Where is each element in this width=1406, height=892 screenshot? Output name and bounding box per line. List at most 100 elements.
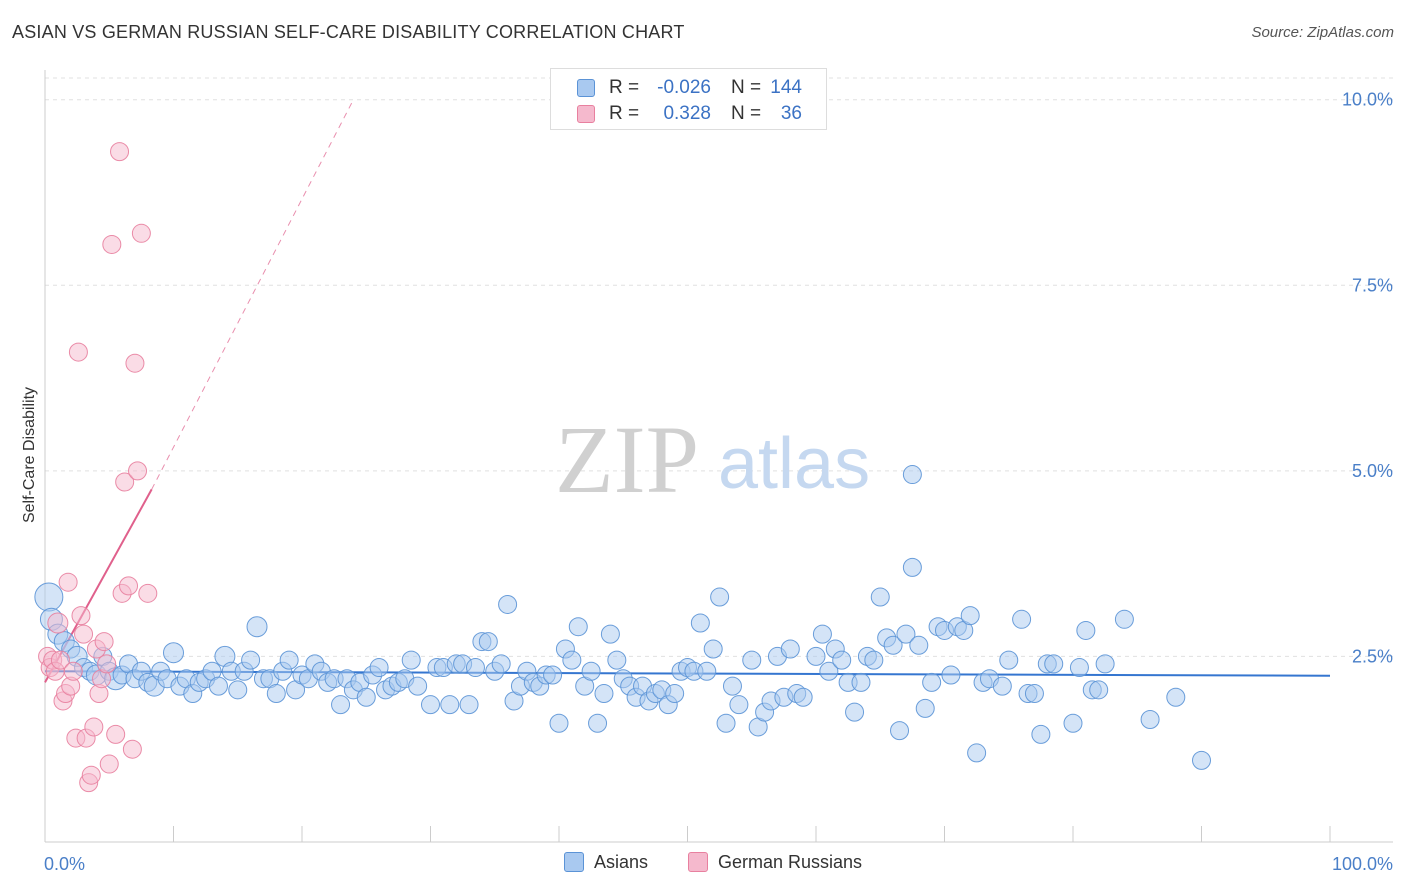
asian-point — [941, 665, 961, 685]
asian-point — [697, 661, 717, 681]
asian-point — [1089, 680, 1109, 700]
german-russian-point — [68, 342, 88, 362]
y-axis-label: Self-Care Disability — [21, 387, 38, 523]
german-russians-swatch — [577, 105, 595, 123]
asian-point — [729, 695, 749, 715]
asian-point — [967, 743, 987, 763]
german-russian-point — [128, 461, 148, 481]
asian-point — [491, 654, 511, 674]
asian-point — [960, 606, 980, 626]
watermark: ZIP atlas — [555, 406, 870, 513]
asian-point — [568, 617, 588, 637]
asian-point — [1140, 710, 1160, 730]
german-russian-point — [97, 654, 117, 674]
asian-point — [543, 665, 563, 685]
asian-point — [793, 687, 813, 707]
asian-point — [812, 624, 832, 644]
asian-point — [356, 687, 376, 707]
asian-point — [1063, 713, 1083, 733]
asian-point — [883, 635, 903, 655]
asian-point — [208, 676, 228, 696]
german-russian-point — [71, 606, 91, 626]
asian-point — [896, 624, 916, 644]
german-russian-point — [74, 624, 94, 644]
asian-point — [562, 650, 582, 670]
legend-label-german-russians: German Russians — [718, 852, 863, 872]
r-label: R = — [609, 77, 640, 98]
gridlines — [45, 77, 1393, 657]
asian-point — [163, 642, 184, 664]
asian-point — [999, 650, 1019, 670]
correlation-legend: R = -0.026 N = 144 R = 0.328 N = 36 — [550, 68, 827, 130]
asian-point — [915, 698, 935, 718]
asians-swatch — [564, 852, 584, 872]
asian-point — [228, 680, 248, 700]
asian-point — [266, 684, 286, 704]
watermark-zip: ZIP — [555, 406, 699, 513]
german-russian-trend-extension — [151, 99, 354, 490]
asian-point — [1012, 609, 1032, 629]
german-russian-point — [131, 223, 151, 243]
german-russian-point — [47, 612, 69, 634]
asian-point — [1114, 609, 1134, 629]
german-russian-point — [84, 717, 104, 737]
asian-point — [1076, 620, 1096, 640]
german-russian-point — [94, 632, 114, 652]
chart-title: ASIAN VS GERMAN RUSSIAN SELF-CARE DISABI… — [12, 22, 685, 42]
asian-point — [401, 650, 421, 670]
german-russian-point — [102, 234, 122, 254]
y-tick-label: 2.5% — [1352, 646, 1393, 666]
asian-point — [851, 672, 871, 692]
asian-point — [1044, 654, 1064, 674]
german-russian-point — [122, 739, 142, 759]
asian-point — [588, 713, 608, 733]
legend-item-german-russians[interactable]: German Russians — [688, 852, 862, 873]
asian-point — [806, 646, 826, 666]
asian-point — [716, 713, 736, 733]
legend-item-asians[interactable]: Asians — [564, 852, 648, 873]
german-russian-point — [81, 765, 101, 785]
asian-point — [902, 557, 922, 577]
asian-point — [690, 613, 710, 633]
asian-point — [331, 695, 351, 715]
asian-point — [241, 650, 261, 670]
german-russian-point — [106, 724, 126, 744]
german-russian-point — [138, 583, 158, 603]
asian-point — [549, 713, 569, 733]
asian-point — [909, 635, 929, 655]
watermark-atlas: atlas — [718, 424, 870, 504]
asians-swatch — [577, 79, 595, 97]
asian-point — [1095, 654, 1115, 674]
n-label: N = — [731, 77, 762, 98]
asian-point — [819, 661, 839, 681]
german-russian-point — [115, 472, 135, 492]
trend-lines — [44, 99, 1331, 683]
german-russian-point — [99, 754, 119, 774]
asian-point — [870, 587, 890, 607]
asian-point — [440, 695, 460, 715]
legend-label-asians: Asians — [594, 852, 649, 872]
asian-point — [581, 661, 601, 681]
asian-point — [845, 702, 865, 722]
r-value: -0.026 — [657, 77, 711, 98]
asian-point — [722, 676, 742, 696]
asian-point — [594, 684, 614, 704]
y-tick-label: 10.0% — [1342, 90, 1393, 110]
asian-point — [890, 721, 910, 741]
german-russians-swatch — [688, 852, 708, 872]
german-russian-point — [58, 572, 78, 592]
german-russian-point — [63, 661, 83, 681]
n-value: 144 — [770, 77, 802, 98]
asian-point — [703, 639, 723, 659]
y-tick-label: 7.5% — [1352, 275, 1393, 295]
asian-point — [465, 658, 485, 678]
asian-point — [1031, 724, 1051, 744]
asian-point — [607, 650, 627, 670]
r-label: R = — [609, 103, 640, 124]
asian-point — [832, 650, 852, 670]
axes — [44, 70, 1393, 843]
asian-point — [1166, 687, 1186, 707]
asian-point — [1069, 658, 1089, 678]
asian-point — [459, 695, 479, 715]
